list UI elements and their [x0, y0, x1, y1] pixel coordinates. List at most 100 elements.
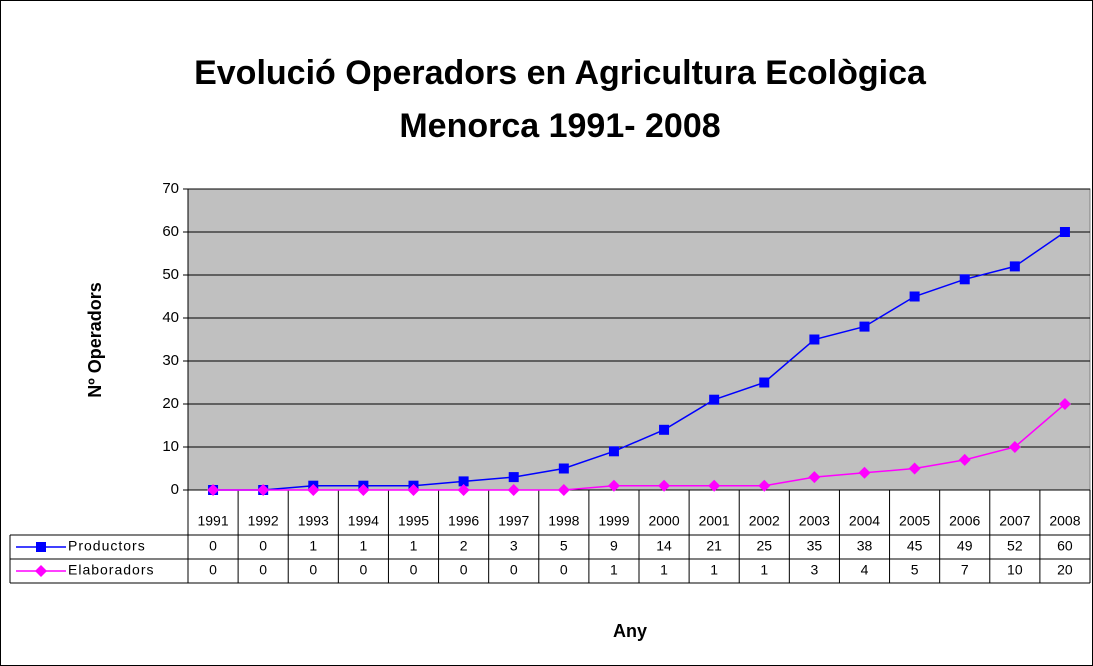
- marker: [508, 472, 519, 483]
- marker: [1059, 227, 1070, 237]
- table-cell: 3: [810, 562, 818, 578]
- table-cell: 0: [560, 562, 568, 578]
- table-cell: 20: [1057, 562, 1073, 578]
- table-cell: 0: [309, 562, 317, 578]
- marker: [808, 471, 821, 484]
- x-tick-label: 2007: [999, 513, 1030, 529]
- chart-title: Menorca 1991- 2008: [399, 107, 720, 145]
- x-tick-label: 1999: [598, 513, 629, 529]
- marker: [958, 453, 971, 466]
- marker: [307, 484, 320, 496]
- y-tick-label: 10: [162, 438, 179, 455]
- table-cell: 45: [907, 538, 923, 554]
- x-tick-label: 2006: [949, 513, 980, 529]
- table-cell: 1: [359, 538, 367, 554]
- x-tick-label: 1991: [197, 513, 228, 529]
- y-tick-label: 20: [162, 395, 179, 412]
- table-cell: 49: [957, 538, 973, 554]
- series-line: [213, 403, 1066, 491]
- marker: [257, 484, 270, 496]
- marker: [858, 466, 871, 479]
- marker: [1058, 398, 1071, 410]
- table-cell: 25: [756, 538, 772, 554]
- table-cell: 0: [259, 538, 267, 554]
- x-tick-label: 2004: [849, 513, 880, 529]
- marker: [407, 484, 420, 496]
- x-tick-label: 1996: [448, 513, 479, 529]
- table-cell: 5: [560, 538, 568, 554]
- marker: [809, 334, 820, 345]
- x-tick-label: 1993: [298, 513, 329, 529]
- table-cell: 60: [1057, 538, 1073, 554]
- x-tick-label: 2002: [749, 513, 780, 529]
- chart-title: Evolució Operadors en Agricultura Ecològ…: [194, 54, 927, 92]
- x-tick-label: 2005: [899, 513, 930, 529]
- marker: [35, 565, 47, 577]
- marker: [507, 484, 520, 496]
- x-tick-label: 1997: [498, 513, 529, 529]
- table-cell: 0: [460, 562, 468, 578]
- x-tick-label: 1992: [248, 513, 279, 529]
- legend-label: Elaboradors: [68, 562, 155, 578]
- table-cell: 0: [259, 562, 267, 578]
- marker: [708, 479, 721, 492]
- table-cell: 1: [760, 562, 768, 578]
- marker: [758, 479, 771, 492]
- marker: [357, 484, 370, 496]
- table-cell: 10: [1007, 562, 1023, 578]
- table-cell: 1: [710, 562, 718, 578]
- y-tick-label: 0: [171, 481, 179, 498]
- plot-area: [187, 188, 1091, 491]
- series-line: [213, 231, 1066, 491]
- y-tick-label: 30: [162, 352, 179, 369]
- table-cell: 52: [1007, 538, 1023, 554]
- x-tick-label: 1994: [348, 513, 379, 529]
- table-cell: 0: [410, 562, 418, 578]
- marker: [659, 424, 670, 435]
- table-cell: 7: [961, 562, 969, 578]
- y-tick-label: 50: [162, 266, 179, 283]
- x-tick-label: 1995: [398, 513, 429, 529]
- x-tick-label: 2008: [1049, 513, 1080, 529]
- table-cell: 9: [610, 538, 618, 554]
- table-cell: 1: [309, 538, 317, 554]
- marker: [959, 274, 970, 285]
- marker: [558, 463, 569, 474]
- table-cell: 0: [359, 562, 367, 578]
- x-tick-label: 2000: [648, 513, 679, 529]
- y-tick-label: 70: [162, 180, 179, 197]
- y-tick-label: 40: [162, 309, 179, 326]
- y-axis-label: Nº Operadors: [85, 282, 105, 398]
- table-cell: 4: [861, 562, 869, 578]
- table-cell: 0: [510, 562, 518, 578]
- x-tick-label: 2001: [699, 513, 730, 529]
- marker: [759, 377, 770, 388]
- x-tick-label: 1998: [548, 513, 579, 529]
- marker: [908, 462, 921, 475]
- table-cell: 1: [610, 562, 618, 578]
- table-cell: 0: [209, 562, 217, 578]
- marker: [658, 479, 671, 492]
- table-cell: 2: [460, 538, 468, 554]
- table-cell: 21: [706, 538, 722, 554]
- marker: [608, 446, 619, 457]
- marker: [607, 479, 620, 492]
- marker: [36, 542, 46, 552]
- marker: [709, 394, 720, 405]
- y-tick-label: 60: [162, 223, 179, 240]
- marker: [557, 484, 570, 496]
- marker: [458, 476, 469, 487]
- x-axis-label: Any: [613, 621, 647, 641]
- table-cell: 38: [857, 538, 873, 554]
- marker: [207, 484, 220, 496]
- table-cell: 35: [807, 538, 823, 554]
- table-cell: 1: [410, 538, 418, 554]
- legend-label: Productors: [68, 538, 146, 554]
- marker: [457, 484, 470, 496]
- marker: [1009, 261, 1020, 272]
- marker: [909, 291, 920, 302]
- table-cell: 5: [911, 562, 919, 578]
- x-tick-label: 2003: [799, 513, 830, 529]
- table-cell: 14: [656, 538, 672, 554]
